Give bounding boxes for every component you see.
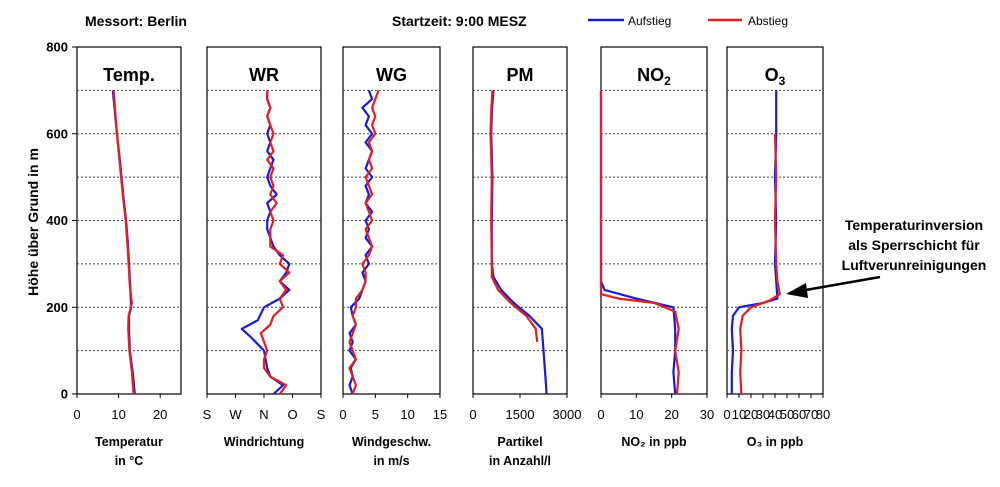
x-tick-label: 10: [629, 407, 643, 422]
legend-label-aufstieg: Aufstieg: [628, 14, 671, 28]
x-tick-label: 10: [111, 407, 125, 422]
x-tick-label: O: [287, 407, 297, 422]
panel-title: Temp.: [103, 65, 155, 85]
x-tick-label: 0: [73, 407, 80, 422]
series-line-abstieg: [599, 90, 680, 395]
y-tick-label: 200: [46, 300, 68, 315]
y-tick-label: 600: [46, 126, 68, 141]
panel-title: WG: [376, 65, 407, 85]
series-line-abstieg: [259, 90, 291, 395]
x-tick-label: S: [317, 407, 326, 422]
y-tick-label: 400: [46, 213, 68, 228]
x-axis-label: Windgeschw.: [352, 435, 431, 449]
x-tick-label: 50: [780, 407, 794, 422]
x-tick-label: N: [259, 407, 268, 422]
x-tick-label: 15: [433, 407, 447, 422]
x-axis-label: O₃ in ppb: [747, 435, 804, 449]
legend: Aufstieg Abstieg: [588, 14, 788, 28]
x-tick-label: 0: [597, 407, 604, 422]
annotation-arrow-line: [799, 275, 881, 293]
x-tick-label: 80: [816, 407, 830, 422]
x-axis-label: Partikel: [497, 435, 542, 449]
panel-no2: NO2 0 10 20 30 NO₂ in ppb: [597, 46, 714, 449]
x-tick-label: 30: [700, 407, 714, 422]
panel-wr: WR S W N O S Windrichtung: [203, 46, 326, 449]
panel-pm: PM 0 1500 3000 Partikel in Anzahl/l: [469, 46, 582, 468]
y-axis-label: Höhe über Grund in m: [25, 148, 41, 296]
x-axis-label-unit: in Anzahl/l: [489, 454, 551, 468]
x-axis-label-unit: in °C: [115, 454, 144, 468]
x-tick-label: 5: [372, 407, 379, 422]
panel-title: NO2: [637, 65, 671, 88]
series-line-abstieg: [348, 90, 380, 395]
annotation-line-3: Luftverunreinigungen: [842, 257, 987, 273]
x-tick-label: 20: [744, 407, 758, 422]
series-line-abstieg: [489, 90, 539, 343]
legend-label-abstieg: Abstieg: [748, 14, 788, 28]
x-tick-label: W: [229, 407, 242, 422]
x-tick-label: 0: [469, 407, 476, 422]
x-tick-label: S: [203, 407, 212, 422]
panel-temp: Temp. 0 10 20 Temperatur in °C: [73, 46, 182, 468]
x-tick-label: 1500: [506, 407, 535, 422]
series-line-aufstieg: [599, 90, 677, 395]
start-time-label: Startzeit: 9:00 MESZ: [392, 13, 527, 29]
x-tick-label: 70: [804, 407, 818, 422]
x-tick-label: 3000: [553, 407, 582, 422]
panel-title: WR: [249, 65, 279, 85]
location-label: Messort: Berlin: [85, 13, 187, 29]
x-axis-label: Temperatur: [95, 435, 163, 449]
x-axis-label-unit: in m/s: [373, 454, 409, 468]
x-tick-label: 0: [339, 407, 346, 422]
x-tick-label: 30: [756, 407, 770, 422]
series-line-aufstieg: [730, 90, 779, 394]
series-line-abstieg: [739, 133, 781, 395]
inversion-annotation: Temperaturinversion als Sperrschicht für…: [786, 217, 986, 298]
x-tick-label: 60: [792, 407, 806, 422]
series-line-aufstieg: [490, 90, 548, 395]
series-line-aufstieg: [240, 90, 291, 395]
x-tick-label: 40: [768, 407, 782, 422]
panel-title: O3: [765, 65, 786, 88]
x-tick-label: 20: [153, 407, 167, 422]
y-tick-label: 800: [46, 40, 68, 55]
x-tick-label: 10: [732, 407, 746, 422]
y-axis-ticks: 0 200 400 600 800: [46, 40, 77, 402]
series-line-abstieg: [112, 90, 135, 395]
chart-header: Messort: Berlin Startzeit: 9:00 MESZ: [85, 13, 527, 29]
panel-title-subscript: 3: [779, 74, 786, 88]
annotation-line-2: als Sperrschicht für: [848, 237, 980, 253]
y-tick-label: 0: [61, 387, 68, 402]
x-tick-label: 10: [400, 407, 414, 422]
series-line-aufstieg: [348, 90, 374, 395]
annotation-arrow-head: [786, 283, 808, 298]
panel-title: PM: [507, 65, 534, 85]
x-tick-label: 0: [723, 407, 730, 422]
panel-title-subscript: 2: [664, 74, 671, 88]
x-axis-label: NO₂ in ppb: [621, 435, 687, 449]
x-tick-label: 20: [664, 407, 678, 422]
x-axis-label: Windrichtung: [224, 435, 304, 449]
annotation-line-1: Temperaturinversion: [845, 217, 983, 233]
panel-frame: [472, 46, 568, 395]
